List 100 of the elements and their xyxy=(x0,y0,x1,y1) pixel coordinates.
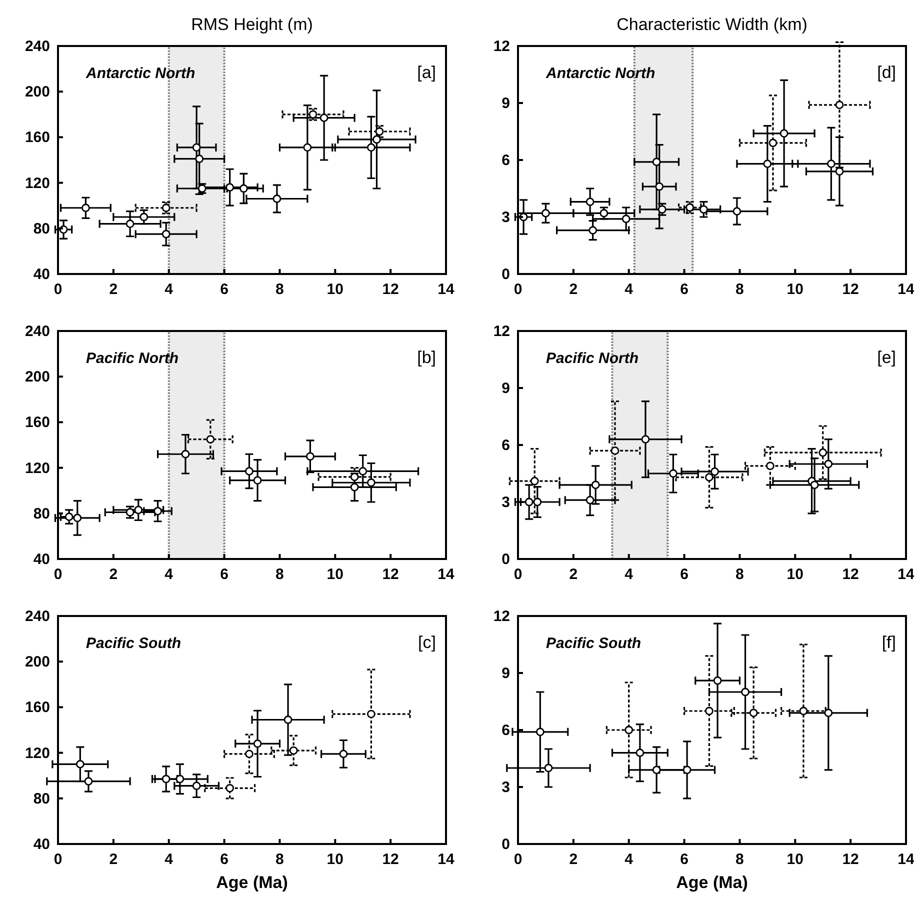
point xyxy=(641,435,650,444)
x-tick-label: 10 xyxy=(786,851,804,868)
y-tick-label: 80 xyxy=(33,790,50,808)
point xyxy=(810,480,819,490)
y-tick-label: 40 xyxy=(33,551,50,568)
annotation: Antarctic North xyxy=(85,65,196,82)
point xyxy=(705,473,714,482)
x-tick-label: 0 xyxy=(514,566,522,583)
x-tick-label: 6 xyxy=(680,281,688,298)
x-tick-label: 8 xyxy=(736,851,744,868)
y-tick-label: 120 xyxy=(24,460,50,477)
point xyxy=(272,194,282,203)
point xyxy=(176,774,184,784)
y-tick-label: 6 xyxy=(502,437,510,454)
x-tick-label: 12 xyxy=(382,851,399,868)
y-tick-label: 12 xyxy=(493,608,510,625)
x-tick-label: 8 xyxy=(276,566,284,583)
y-tick-label: 240 xyxy=(24,323,50,340)
x-tick-label: 4 xyxy=(624,851,634,868)
x-tick-label: 0 xyxy=(54,851,62,868)
y-tick-label: 200 xyxy=(24,368,50,386)
y-tick-label: 240 xyxy=(24,608,50,625)
y-tick-label: 0 xyxy=(502,266,510,283)
point xyxy=(192,782,201,790)
y-tick-label: 160 xyxy=(24,414,50,432)
x-tick-label: 8 xyxy=(276,851,284,868)
point xyxy=(826,160,836,168)
chart-title: RMS Height (m) xyxy=(191,15,313,34)
y-tick-label: 40 xyxy=(33,836,50,853)
point xyxy=(181,450,190,458)
y-tick-label: 160 xyxy=(24,699,50,716)
point xyxy=(195,154,204,164)
x-tick-label: 4 xyxy=(164,566,174,583)
annotation: Pacific North xyxy=(86,350,179,367)
x-tick-label: 8 xyxy=(736,281,744,298)
point xyxy=(82,204,90,212)
x-tick-label: 4 xyxy=(624,281,634,298)
x-tick-label: 12 xyxy=(382,566,399,583)
point xyxy=(524,498,534,506)
x-tick-label: 14 xyxy=(438,281,455,298)
x-axis-title: Age (Ma) xyxy=(216,873,288,892)
point xyxy=(682,766,692,774)
point xyxy=(749,708,758,718)
y-tick-label: 9 xyxy=(502,380,510,397)
point xyxy=(741,688,750,696)
point xyxy=(835,100,844,110)
annotation: Pacific North xyxy=(546,350,639,367)
x-tick-label: 10 xyxy=(786,566,804,583)
point xyxy=(766,462,774,470)
point xyxy=(206,435,215,444)
x-tick-label: 12 xyxy=(842,281,859,298)
x-tick-label: 2 xyxy=(109,851,118,868)
x-tick-label: 6 xyxy=(680,566,688,583)
y-tick-label: 120 xyxy=(24,744,50,762)
point xyxy=(245,467,254,476)
y-tick-label: 3 xyxy=(502,494,510,511)
y-tick-label: 9 xyxy=(502,95,510,112)
point xyxy=(289,746,298,755)
x-tick-label: 12 xyxy=(382,281,399,298)
point xyxy=(610,446,620,455)
point xyxy=(799,706,808,716)
point xyxy=(530,476,539,486)
x-tick-label: 6 xyxy=(220,566,228,583)
point xyxy=(253,476,262,485)
point xyxy=(710,467,719,476)
x-tick-label: 12 xyxy=(842,851,859,868)
point xyxy=(366,710,376,718)
point xyxy=(239,184,248,193)
annotation: [e] xyxy=(877,348,896,367)
point xyxy=(824,460,833,468)
y-tick-label: 200 xyxy=(24,654,50,671)
y-tick-label: 160 xyxy=(24,129,50,146)
point xyxy=(126,220,134,228)
x-tick-label: 0 xyxy=(54,281,62,298)
y-tick-label: 120 xyxy=(24,174,50,192)
x-tick-label: 4 xyxy=(164,281,174,298)
point xyxy=(226,784,234,792)
annotation: [c] xyxy=(418,633,436,652)
y-tick-label: 6 xyxy=(502,722,510,739)
point xyxy=(358,467,368,476)
point xyxy=(636,748,644,757)
point xyxy=(588,226,598,234)
point xyxy=(140,212,148,222)
point xyxy=(669,469,678,478)
point xyxy=(162,230,170,238)
point xyxy=(73,514,82,522)
y-tick-label: 80 xyxy=(33,220,50,238)
x-tick-label: 14 xyxy=(438,851,455,868)
point xyxy=(624,726,634,734)
point xyxy=(713,676,722,685)
point xyxy=(284,716,292,724)
point xyxy=(732,207,742,216)
x-tick-label: 10 xyxy=(326,851,344,868)
x-tick-label: 2 xyxy=(569,566,578,583)
point xyxy=(818,448,828,457)
point xyxy=(303,143,312,152)
x-tick-label: 10 xyxy=(326,566,344,583)
point xyxy=(586,198,594,206)
x-tick-label: 14 xyxy=(438,566,455,583)
point xyxy=(154,506,162,516)
